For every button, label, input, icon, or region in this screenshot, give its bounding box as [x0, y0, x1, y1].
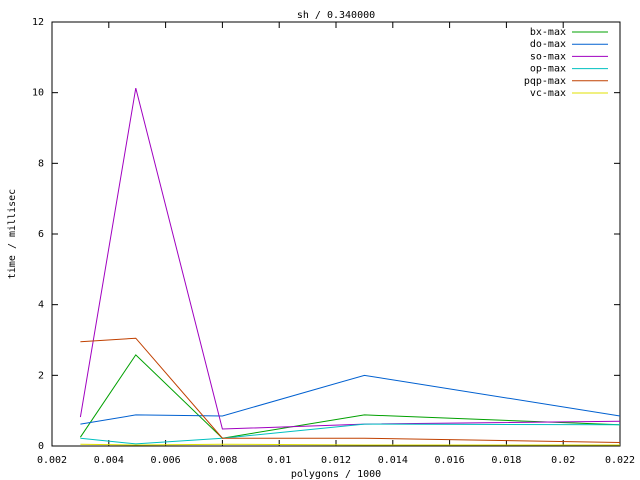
legend-label: op-max [530, 64, 566, 75]
x-tick-label: 0.01 [267, 455, 291, 466]
y-tick-label: 4 [38, 300, 44, 311]
legend-label: so-max [530, 51, 566, 62]
y-tick-label: 10 [32, 88, 44, 99]
x-axis-label: polygons / 1000 [291, 469, 381, 480]
x-tick-label: 0.014 [378, 455, 408, 466]
y-tick-label: 0 [38, 441, 44, 452]
y-tick-label: 12 [32, 17, 44, 28]
legend-label: do-max [530, 39, 566, 50]
series-line [80, 374, 621, 425]
series-line [80, 337, 621, 443]
y-tick-label: 8 [38, 158, 44, 169]
legend-label: pqp-max [524, 76, 566, 87]
legend-label: bx-max [530, 27, 566, 38]
x-tick-label: 0.006 [151, 455, 181, 466]
legend-label: vc-max [530, 88, 566, 99]
x-tick-label: 0.02 [551, 455, 575, 466]
x-tick-label: 0.018 [491, 455, 521, 466]
x-tick-label: 0.004 [94, 455, 124, 466]
x-tick-label: 0.012 [321, 455, 351, 466]
y-tick-label: 6 [38, 229, 44, 240]
x-tick-label: 0.022 [605, 455, 635, 466]
series-line [80, 443, 620, 446]
series-line [79, 87, 621, 430]
x-tick-label: 0.002 [37, 455, 67, 466]
y-tick-label: 2 [38, 370, 44, 381]
y-axis-label: time / millisec [7, 189, 18, 279]
x-tick-label: 0.016 [435, 455, 465, 466]
x-tick-label: 0.008 [207, 455, 237, 466]
chart-title: sh / 0.340000 [297, 10, 375, 21]
